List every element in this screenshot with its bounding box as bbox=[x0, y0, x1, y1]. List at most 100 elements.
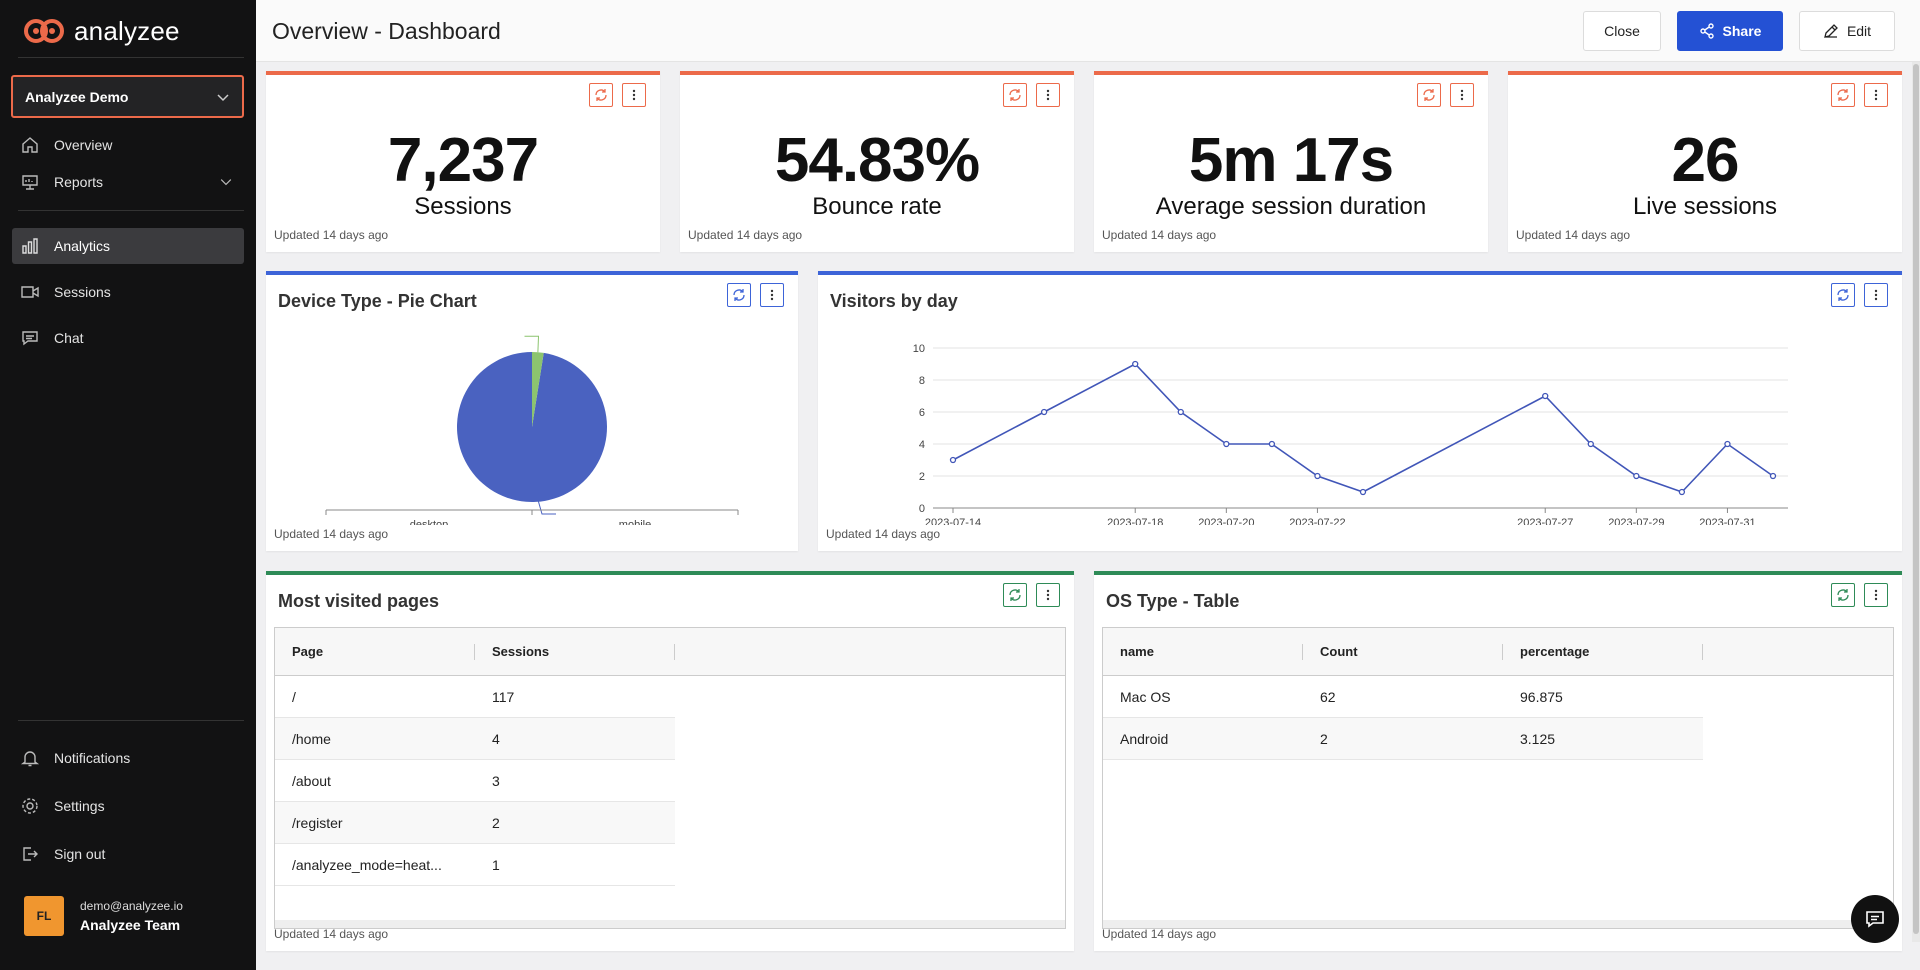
more-options-button[interactable] bbox=[622, 83, 646, 107]
column-header[interactable]: Sessions bbox=[475, 628, 675, 675]
refresh-button[interactable] bbox=[1003, 583, 1027, 607]
more-options-button[interactable] bbox=[1864, 283, 1888, 307]
nav-sessions[interactable]: Sessions bbox=[12, 274, 244, 310]
refresh-button[interactable] bbox=[1003, 83, 1027, 107]
nav-label: Notifications bbox=[54, 750, 131, 766]
y-tick-label: 0 bbox=[919, 503, 925, 515]
nav-notifications[interactable]: Notifications bbox=[12, 740, 244, 776]
kpi-label: Live sessions bbox=[1632, 193, 1778, 220]
updated-text: Updated 14 days ago bbox=[1102, 927, 1217, 941]
more-vertical-icon bbox=[1874, 89, 1878, 101]
refresh-button[interactable] bbox=[727, 283, 751, 307]
refresh-icon bbox=[595, 89, 607, 101]
more-vertical-icon bbox=[1874, 589, 1878, 601]
kpi-card-live-sessions: 26 Live sessions Updated 14 days ago bbox=[1508, 71, 1902, 252]
nav-settings[interactable]: Settings bbox=[12, 788, 244, 824]
x-tick-label: 2023-07-20 bbox=[1198, 517, 1254, 525]
horizontal-scrollbar[interactable] bbox=[1103, 920, 1893, 928]
pie-chart: desktop mobile bbox=[325, 335, 739, 525]
edit-label: Edit bbox=[1846, 23, 1872, 39]
more-options-button[interactable] bbox=[1450, 83, 1474, 107]
column-header[interactable]: name bbox=[1103, 628, 1303, 675]
chat-widget-button[interactable] bbox=[1851, 895, 1899, 943]
refresh-button[interactable] bbox=[1831, 283, 1855, 307]
nav-sign-out[interactable]: Sign out bbox=[12, 836, 244, 872]
card-title: Visitors by day bbox=[830, 291, 958, 311]
cell: /home bbox=[292, 730, 331, 747]
refresh-icon bbox=[733, 289, 745, 301]
close-button[interactable]: Close bbox=[1583, 11, 1661, 51]
table-row[interactable]: / 117 bbox=[275, 676, 675, 718]
table-row[interactable]: Mac OS 62 96.875 bbox=[1103, 676, 1703, 718]
nav-reports[interactable]: Reports bbox=[12, 164, 244, 200]
column-header[interactable]: Count bbox=[1303, 628, 1503, 675]
nav-label: Analytics bbox=[54, 238, 111, 254]
nav-overview[interactable]: Overview bbox=[12, 127, 244, 163]
divider bbox=[18, 720, 244, 721]
table-row[interactable]: /analyzee_mode=heat... 1 bbox=[275, 844, 675, 886]
divider bbox=[18, 210, 244, 211]
refresh-icon bbox=[1009, 89, 1021, 101]
chevron-down-icon bbox=[220, 179, 232, 186]
page-title: Overview - Dashboard bbox=[272, 18, 501, 44]
app-logo[interactable]: analyzee bbox=[24, 14, 180, 48]
y-tick-label: 2 bbox=[919, 471, 925, 483]
column-header[interactable]: Page bbox=[275, 628, 475, 675]
updated-text: Updated 14 days ago bbox=[1102, 228, 1217, 242]
chat-icon bbox=[22, 331, 38, 346]
more-options-button[interactable] bbox=[1036, 583, 1060, 607]
y-tick-label: 4 bbox=[919, 439, 925, 451]
nav-label: Overview bbox=[54, 137, 113, 153]
refresh-button[interactable] bbox=[1831, 583, 1855, 607]
cell: Android bbox=[1120, 730, 1169, 747]
table-row[interactable]: Android 2 3.125 bbox=[1103, 718, 1703, 760]
data-point bbox=[1769, 472, 1777, 480]
kpi-label: Average session duration bbox=[1155, 193, 1427, 220]
user-profile[interactable]: FL demo@analyzee.io Analyzee Team bbox=[24, 896, 183, 936]
nav-chat[interactable]: Chat bbox=[12, 320, 244, 356]
data-point bbox=[1678, 488, 1686, 496]
updated-text: Updated 14 days ago bbox=[274, 527, 389, 541]
nav-analytics[interactable]: Analytics bbox=[12, 228, 244, 264]
edit-button[interactable]: Edit bbox=[1799, 11, 1895, 51]
y-tick-label: 8 bbox=[919, 375, 925, 387]
more-vertical-icon bbox=[770, 289, 774, 301]
kpi-value: 7,237 bbox=[387, 126, 539, 195]
y-tick-label: 10 bbox=[913, 343, 925, 355]
updated-text: Updated 14 days ago bbox=[826, 527, 941, 541]
horizontal-scrollbar[interactable] bbox=[275, 920, 1065, 928]
more-options-button[interactable] bbox=[760, 283, 784, 307]
cell: 2 bbox=[492, 814, 500, 831]
data-point bbox=[1587, 440, 1594, 448]
column-header-label: percentage bbox=[1520, 644, 1590, 659]
more-options-button[interactable] bbox=[1864, 583, 1888, 607]
table-row[interactable]: /home 4 bbox=[275, 718, 675, 760]
header: Overview - Dashboard Close Share Edit bbox=[256, 0, 1920, 62]
cell: 96.875 bbox=[1520, 688, 1563, 705]
app-name: analyzee bbox=[74, 15, 180, 46]
kpi-card-bounce-rate: 54.83% Bounce rate Updated 14 days ago bbox=[680, 71, 1074, 252]
x-tick-label: 2023-07-31 bbox=[1699, 517, 1755, 525]
pages-table: Page Sessions / 117 /home 4 /about 3 /regis… bbox=[274, 627, 1066, 929]
kpi-label: Bounce rate bbox=[812, 193, 942, 220]
refresh-button[interactable] bbox=[1831, 83, 1855, 107]
table-row[interactable]: /register 2 bbox=[275, 802, 675, 844]
refresh-button[interactable] bbox=[1417, 83, 1441, 107]
updated-text: Updated 14 days ago bbox=[274, 927, 389, 941]
presentation-icon bbox=[22, 175, 38, 190]
share-button[interactable]: Share bbox=[1677, 11, 1783, 51]
page-scrollbar-thumb[interactable] bbox=[1913, 64, 1919, 934]
refresh-button[interactable] bbox=[589, 83, 613, 107]
more-options-button[interactable] bbox=[1864, 83, 1888, 107]
user-team: Analyzee Team bbox=[80, 917, 181, 933]
table-row[interactable]: /about 3 bbox=[275, 760, 675, 802]
cell: Mac OS bbox=[1120, 688, 1171, 705]
updated-text: Updated 14 days ago bbox=[688, 228, 803, 242]
more-options-button[interactable] bbox=[1036, 83, 1060, 107]
column-header[interactable]: percentage bbox=[1503, 628, 1703, 675]
column-header-label: Count bbox=[1320, 644, 1358, 659]
data-point bbox=[1132, 360, 1139, 368]
project-select[interactable]: Analyzee Demo bbox=[11, 75, 244, 118]
cell: 3 bbox=[492, 772, 500, 789]
bell-icon bbox=[20, 751, 40, 767]
